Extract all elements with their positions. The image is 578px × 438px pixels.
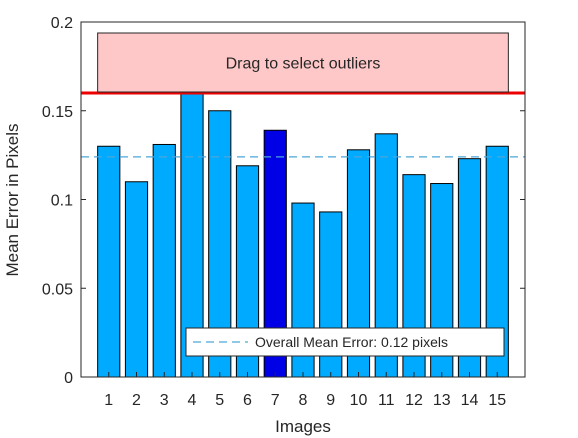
x-tick-label: 11 [378, 392, 395, 409]
x-tick-label: 14 [461, 392, 479, 409]
x-tick-label: 1 [104, 392, 113, 409]
x-axis-label: Images [275, 417, 331, 436]
bar-image-2[interactable] [124, 181, 149, 378]
y-tick-label: 0.2 [51, 15, 73, 32]
x-tick-label: 12 [405, 392, 423, 409]
legend: Overall Mean Error: 0.12 pixels [185, 327, 505, 357]
outlier-box-rect[interactable] [97, 32, 509, 93]
x-tick-label: 4 [188, 392, 197, 409]
x-tick-label: 6 [243, 392, 252, 409]
x-tick-label: 5 [215, 392, 224, 409]
bar-image-1[interactable] [97, 145, 121, 378]
y-tick-label: 0.05 [42, 281, 73, 298]
x-tick-label: 2 [132, 392, 141, 409]
x-tick-label: 8 [299, 392, 308, 409]
y-axis-label: Mean Error in Pixels [3, 123, 22, 276]
x-tick-label: 9 [326, 392, 335, 409]
bar-image-3[interactable] [152, 143, 176, 378]
y-tick-label: 0 [64, 370, 73, 387]
outlier-selection-box[interactable]: Drag to select outliers [97, 32, 509, 93]
x-tick-label: 7 [271, 392, 280, 409]
x-tick-label: 15 [488, 392, 506, 409]
x-tick-label: 10 [350, 392, 368, 409]
bars-group [97, 92, 509, 378]
x-tick-label: 13 [433, 392, 451, 409]
y-axis-ticks: 0 0.05 0.1 0.15 0.2 [42, 15, 525, 387]
x-axis-ticks: 1 2 3 4 5 6 7 8 9 10 11 12 13 14 15 [104, 372, 506, 409]
outlier-box-label: Drag to select outliers [226, 56, 381, 73]
y-tick-label: 0.1 [51, 193, 73, 210]
y-tick-label: 0.15 [42, 104, 73, 121]
x-tick-label: 3 [160, 392, 169, 409]
legend-mean-label: Overall Mean Error: 0.12 pixels [255, 334, 448, 350]
